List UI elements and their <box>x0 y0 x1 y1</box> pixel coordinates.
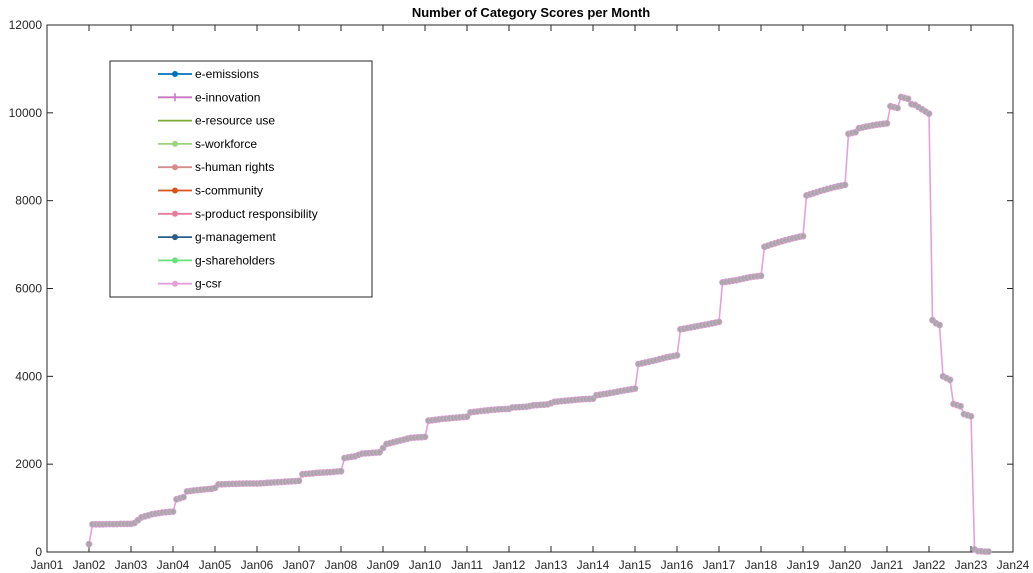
data-point <box>946 376 954 384</box>
data-point <box>883 120 891 127</box>
y-axis: 0 2000 4000 6000 8000 10000 12000 <box>9 18 1013 559</box>
data-point <box>631 385 639 393</box>
legend-label: s-community <box>195 184 263 198</box>
data-point <box>421 433 429 441</box>
data-point <box>985 548 992 555</box>
x-tick-label: Jan09 <box>367 558 400 572</box>
x-tick-label: Jan20 <box>829 558 862 572</box>
legend-label: e-innovation <box>195 90 260 104</box>
data-point <box>841 181 849 189</box>
data-point <box>799 232 807 240</box>
data-point <box>936 321 943 329</box>
legend-label: g-shareholders <box>195 253 275 267</box>
y-tick-label: 6000 <box>15 282 42 296</box>
x-tick-label: Jan01 <box>31 558 64 572</box>
legend-marker <box>172 164 178 171</box>
data-point <box>715 318 723 326</box>
legend: e-emissions e-innovation e-resource use s-w… <box>109 60 373 298</box>
legend-item: s-human rights <box>158 160 274 174</box>
x-tick-label: Jan18 <box>745 558 778 572</box>
legend-marker <box>172 187 178 194</box>
x-tick-label: Jan22 <box>913 558 946 572</box>
y-tick-label: 0 <box>35 545 42 559</box>
legend-box <box>109 60 373 298</box>
legend-marker <box>172 257 178 264</box>
x-tick-label: Jan17 <box>703 558 736 572</box>
data-point <box>757 272 765 280</box>
x-tick-label: Jan10 <box>409 558 442 572</box>
data-point <box>957 402 964 410</box>
x-tick-label: Jan23 <box>955 558 988 572</box>
legend-label: e-emissions <box>195 67 259 81</box>
x-tick-label: Jan15 <box>619 558 652 572</box>
data-point <box>673 351 681 359</box>
y-tick-label: 10000 <box>9 106 43 120</box>
data-point <box>337 467 345 475</box>
x-tick-label: Jan19 <box>787 558 820 572</box>
legend-label: g-csr <box>195 277 222 291</box>
x-tick-label: Jan05 <box>199 558 232 572</box>
x-tick-label: Jan14 <box>577 558 610 572</box>
x-tick-label: Jan06 <box>241 558 274 572</box>
x-tick-label: Jan07 <box>283 558 316 572</box>
chart-title: Number of Category Scores per Month <box>412 5 650 20</box>
legend-item: s-workforce <box>158 137 257 151</box>
legend-marker <box>172 210 178 217</box>
x-tick-label: Jan03 <box>115 558 148 572</box>
legend-label: g-management <box>195 230 276 244</box>
legend-label: e-resource use <box>195 114 275 128</box>
legend-item: g-shareholders <box>158 253 275 267</box>
data-point <box>85 540 93 548</box>
legend-marker <box>172 140 178 147</box>
legend-label: s-workforce <box>195 137 257 151</box>
legend-marker <box>172 280 178 287</box>
data-point <box>904 95 912 103</box>
legend-label: s-human rights <box>195 160 274 174</box>
x-axis: Jan01 Jan02 Jan03 Jan04 Jan05 Jan06 Jan07 Jan08… <box>31 25 1030 572</box>
y-tick-label: 12000 <box>9 18 43 32</box>
x-tick-label: Jan04 <box>157 558 190 572</box>
series-layer <box>85 93 992 555</box>
x-tick-label: Jan16 <box>661 558 694 572</box>
legend-marker <box>172 234 178 241</box>
legend-item: e-innovation <box>158 90 260 104</box>
data-point <box>463 413 471 421</box>
y-tick-label: 2000 <box>15 457 42 471</box>
legend-item: g-csr <box>158 277 222 291</box>
legend-marker <box>172 71 178 77</box>
data-point <box>295 477 303 485</box>
x-tick-label: Jan21 <box>871 558 904 572</box>
data-point <box>169 508 177 516</box>
legend-marker <box>171 93 179 102</box>
x-tick-label: Jan13 <box>535 558 568 572</box>
data-point <box>180 493 187 501</box>
legend-item: s-product responsibility <box>158 207 318 221</box>
x-tick-label: Jan12 <box>493 558 526 572</box>
legend-item: s-community <box>158 184 263 198</box>
y-tick-label: 8000 <box>15 194 42 208</box>
legend-item: e-resource use <box>158 114 275 128</box>
data-point <box>894 104 901 112</box>
x-tick-label: Jan11 <box>451 558 483 572</box>
data-point <box>967 412 975 420</box>
legend-label: s-product responsibility <box>195 207 318 221</box>
data-point <box>925 110 933 118</box>
y-tick-label: 4000 <box>15 369 42 383</box>
x-tick-label: Jan02 <box>73 558 106 572</box>
x-tick-label: Jan08 <box>325 558 358 572</box>
x-tick-label: Jan24 <box>997 558 1030 572</box>
legend-item: g-management <box>158 230 276 244</box>
legend-item: e-emissions <box>158 67 259 81</box>
